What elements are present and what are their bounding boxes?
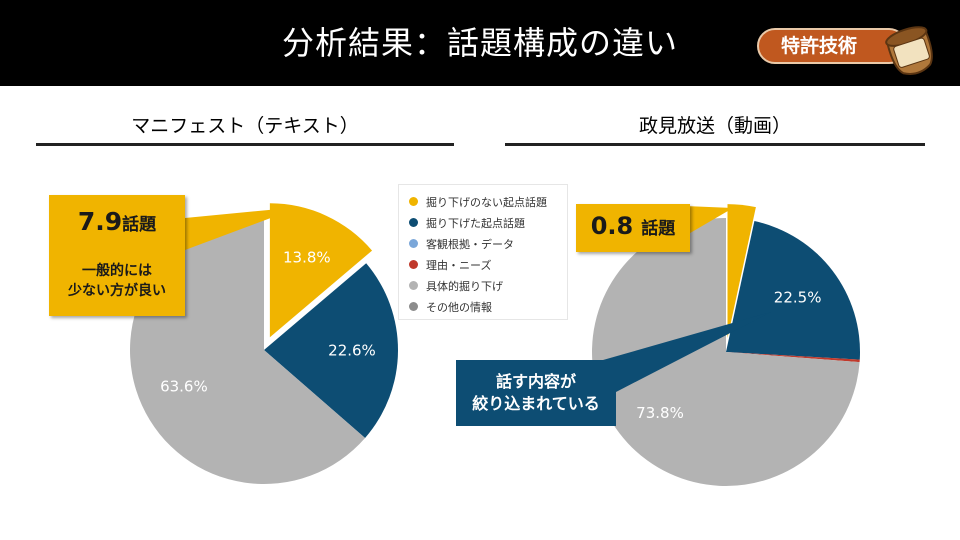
legend-item: 客観根拠・データ	[409, 233, 567, 254]
chart-legend: 掘り下げのない起点話題 掘り下げた起点話題 客観根拠・データ 理由・ニーズ 具体…	[398, 184, 568, 320]
topic-count-unit-right: 話題	[641, 219, 676, 239]
pie-slice	[264, 263, 398, 438]
focus-callout-line: 話す内容が	[495, 372, 576, 391]
topic-count-left: 7.9話題	[49, 207, 185, 236]
legend-item: その他の情報	[409, 296, 567, 317]
pie-slice	[591, 218, 860, 486]
legend-label: その他の情報	[426, 300, 492, 314]
slice-data-label: 73.8%	[636, 404, 684, 422]
legend-swatch	[409, 239, 418, 248]
legend-item: 理由・ニーズ	[409, 254, 567, 275]
legend-swatch	[409, 281, 418, 290]
topic-count-callout-right: 0.8 話題	[576, 204, 690, 252]
slice-data-label: 63.6%	[160, 377, 208, 395]
slice-data-label: 22.6%	[328, 342, 376, 360]
topic-count-value-left: 7.9	[77, 207, 123, 236]
section-divider-left	[36, 143, 454, 146]
section-title-manifesto: マニフェスト（テキスト）	[131, 115, 359, 137]
legend-swatch	[409, 260, 418, 269]
legend-swatch	[409, 218, 418, 227]
section-divider-right	[505, 143, 925, 146]
topic-count-right: 0.8 話題	[576, 212, 690, 240]
pie-slice	[269, 203, 373, 338]
legend-swatch	[409, 302, 418, 311]
page-title: 分析結果：話題構成の違い	[281, 24, 678, 62]
pie-slice	[727, 204, 756, 339]
legend-label: 客観根拠・データ	[426, 237, 514, 251]
pie-slice	[726, 221, 860, 360]
legend-item: 具体的掘り下げ	[409, 275, 567, 296]
topic-count-callout-left: 7.9話題 一般的には 少ない方が良い	[49, 195, 185, 316]
patent-badge: 特許技術	[757, 28, 907, 64]
legend-item: 掘り下げのない起点話題	[409, 191, 567, 212]
topic-count-unit-left: 話題	[122, 215, 157, 235]
topic-count-value-right: 0.8	[590, 212, 634, 240]
pie-slice	[129, 216, 366, 485]
legend-item: 掘り下げた起点話題	[409, 212, 567, 233]
legend-swatch	[409, 197, 418, 206]
focus-callout-line: 絞り込まれている	[472, 394, 600, 413]
slice-data-label: 13.8%	[283, 248, 331, 266]
callout-note-line: 少ない方が良い	[68, 283, 166, 299]
pie-slice	[726, 352, 860, 363]
legend-label: 具体的掘り下げ	[426, 279, 503, 293]
sauce-pot-icon	[885, 26, 933, 75]
slice-data-label: 22.5%	[774, 289, 822, 307]
callout-note-line: 一般的には	[82, 263, 152, 279]
legend-label: 掘り下げのない起点話題	[426, 195, 547, 209]
section-title-broadcast: 政見放送（動画）	[638, 115, 791, 137]
legend-label: 掘り下げた起点話題	[426, 216, 525, 230]
callout-note-left: 一般的には 少ない方が良い	[49, 261, 185, 301]
legend-label: 理由・ニーズ	[426, 258, 492, 272]
focus-callout: 話す内容が 絞り込まれている	[456, 360, 616, 426]
